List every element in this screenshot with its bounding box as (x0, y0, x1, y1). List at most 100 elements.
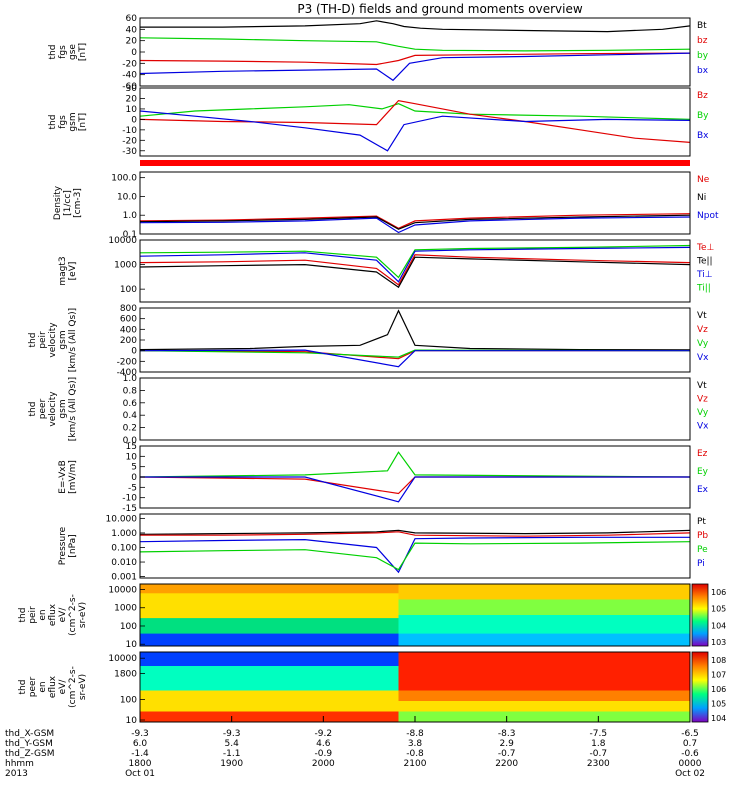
y-tick-label: 0.0 (123, 436, 138, 446)
panel-frame (139, 307, 691, 373)
series-line (140, 20, 690, 33)
y-tick-label: 1.0 (123, 374, 138, 384)
legend-entry: Ex (697, 485, 709, 495)
y-axis-label-line: peer (28, 676, 38, 697)
y-tick-label: 20 (126, 94, 138, 104)
series-line (140, 52, 690, 66)
colorbar-label: 104 (711, 714, 726, 723)
y-axis-label-line: [nPa] (68, 534, 78, 557)
orbit-value: -0.8 (406, 749, 424, 759)
series-line (140, 531, 690, 537)
orbit-value: 6.0 (133, 739, 148, 749)
series-line (140, 541, 690, 571)
y-axis-label-line: fgs (58, 115, 68, 129)
legend-entry: Ez (697, 449, 708, 459)
y-tick-label: 400 (120, 325, 137, 335)
y-tick-label: -10 (122, 126, 137, 136)
series-line (140, 476, 690, 503)
y-axis-label-line: E=-VxB (58, 460, 68, 494)
series-line (140, 254, 690, 286)
panel-frame (139, 239, 691, 303)
y-tick-label: 60 (126, 14, 138, 24)
y-tick-label: -10 (122, 494, 137, 504)
legend-entry: Pe (697, 545, 708, 555)
spectrogram-band (398, 690, 690, 702)
y-tick-label: 200 (120, 336, 137, 346)
y-tick-label: -40 (122, 71, 137, 81)
y-axis-label-line: peir (38, 331, 48, 349)
orbit-value: -9.3 (223, 729, 241, 739)
legend-entry: Ne (697, 175, 710, 185)
legend-entry: Vy (697, 408, 709, 418)
y-axis-label-line: eV/ (58, 607, 68, 623)
panel-frame (139, 377, 691, 441)
colorbar-label: 105 (711, 700, 726, 709)
y-tick-label: -400 (117, 368, 138, 378)
colorbar (691, 651, 709, 723)
colorbar-label: 107 (711, 671, 726, 680)
y-axis-label: E=-VxB[mV/m] (58, 460, 78, 494)
y-axis-label-line: [km/s (All Qs)] (68, 377, 78, 441)
y-tick-label: -200 (117, 357, 138, 367)
plot-title: P3 (TH-D) fields and ground moments over… (297, 2, 582, 16)
y-axis-label: Density[1/cc][cm-3] (53, 185, 83, 220)
y-axis-label-line: thd (18, 608, 28, 623)
y-axis-label-line: velocity (48, 322, 58, 358)
spectrogram-band (398, 652, 690, 691)
legend-entry: Pi (697, 559, 705, 569)
y-axis-label-line: thd (18, 680, 28, 695)
colorbar-label: 106 (711, 588, 726, 597)
series-line (140, 256, 690, 289)
spectrogram-band (140, 690, 399, 712)
y-tick-label: 100 (120, 622, 137, 632)
orbit-value: 1800 (129, 759, 152, 769)
y-axis-label-line: gsm (58, 399, 68, 418)
y-tick-label: 20 (126, 37, 138, 47)
orbit-value: 3.8 (408, 739, 423, 749)
orbit-row-label: 2013 (5, 769, 28, 779)
y-tick-label: 0.1 (123, 230, 137, 240)
spectrogram-ion-spectrogram (140, 584, 690, 646)
series-group-density (140, 213, 690, 234)
series-group-efield (140, 451, 690, 503)
series-line (140, 451, 690, 478)
y-axis-label-line: peir (28, 606, 38, 624)
orbit-value: -8.8 (406, 729, 424, 739)
orbit-row-label: thd_Y-GSM (5, 739, 53, 749)
y-axis-label: magt3[eV] (58, 256, 78, 285)
y-axis-label-line: (cm^2-s- (68, 594, 78, 636)
y-tick-label: 1.0 (123, 211, 138, 221)
y-tick-label: -20 (122, 136, 137, 146)
y-tick-label: 40 (126, 25, 138, 35)
orbit-value: -0.7 (498, 749, 516, 759)
orbit-value: 2000 (312, 759, 335, 769)
legend-entry: Ti⊥ (696, 270, 713, 280)
y-tick-label: 15 (126, 442, 137, 452)
y-tick-label: 30 (126, 84, 138, 94)
colorbar-label: 104 (711, 621, 726, 630)
legend-entry: bx (697, 66, 709, 76)
y-tick-label: 0.8 (123, 386, 138, 396)
y-axis-label-line: gse (68, 44, 78, 60)
orbit-value: 0000 (679, 759, 702, 769)
panel-electron-velocity: 1.0 0.8 0.6 0.4 0.2 0.0 thdpeervelocitygsm[km/… (28, 374, 709, 446)
orbit-value: Oct 02 (675, 769, 705, 779)
series-line (140, 349, 690, 368)
y-axis-label-line: thd (48, 45, 58, 60)
legend-entry: Pb (697, 531, 708, 541)
series-line (140, 216, 690, 234)
orbit-value: 5.4 (225, 739, 240, 749)
y-tick-label: 10000 (108, 236, 137, 246)
legend-entry: Vy (697, 339, 709, 349)
orbit-value: -0.9 (315, 749, 333, 759)
y-axis-label-line: Pressure (58, 526, 68, 565)
y-axis-label: thdpeirvelocitygsm[km/s (All Qs)] (28, 308, 78, 372)
orbit-value: -7.5 (590, 729, 608, 739)
series-group-fgs-gse (140, 20, 690, 82)
orbit-value: Oct 01 (125, 769, 155, 779)
series-line (140, 214, 690, 230)
y-tick-label: 600 (120, 315, 137, 325)
